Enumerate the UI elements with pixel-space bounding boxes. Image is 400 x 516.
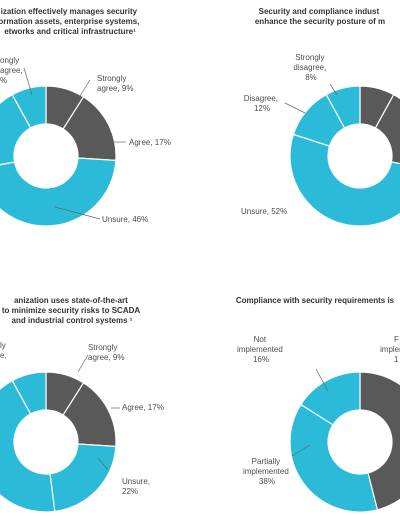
chart-4-slice-partially-implemented <box>289 403 379 513</box>
chart-2-label-unsure: Unsure, 52% <box>241 207 287 216</box>
chart-4-label-partially-implemented: Partially implemented 38% <box>243 457 291 486</box>
chart-3-slice-unsure <box>49 443 117 513</box>
chart-2: Security and compliance indust enhance t… <box>241 7 400 227</box>
chart-2-title: Security and compliance indust enhance t… <box>255 7 385 26</box>
chart-3-label-strongly-agree: Strongly agree, 9% <box>88 343 124 362</box>
chart-1-leader-disagree <box>23 67 33 96</box>
chart-1: ization effectively manages security orm… <box>0 7 171 227</box>
chart-2-slice-unsure <box>289 133 400 227</box>
chart-4-slice-not-implemented <box>300 371 361 426</box>
chart-3-leader-unsure <box>97 457 109 471</box>
chart-3-title: anization uses state-of-the-art to minim… <box>2 296 142 325</box>
chart-4-label-not-implemented: Not implemented 16% <box>237 335 285 364</box>
chart-3-title-line-3: and industrial control systems ¹ <box>12 316 133 325</box>
chart-2-title-line-1: Security and compliance indust <box>259 7 380 16</box>
chart-2-slice-agree <box>374 93 400 165</box>
chart-3-slice-strongly-disagree <box>11 371 47 415</box>
chart-3-label-agree: Agree, 17% <box>122 403 164 412</box>
chart-3: anization uses state-of-the-art to minim… <box>0 296 164 513</box>
chart-4-title-line-1: Compliance with security requirements is <box>236 296 395 305</box>
chart-1-slice-strongly-disagree <box>11 85 47 129</box>
chart-4-title: Compliance with security requirements is <box>236 296 395 305</box>
chart-1-label-strongly-agree: Strongly agree, 9% <box>97 74 133 93</box>
chart-4-leader-partially-implemented <box>291 444 311 457</box>
chart-3-leader-strongly-agree <box>77 354 89 373</box>
chart-2-leader-strongly-disagree <box>329 83 338 96</box>
chart-1-title-line-2: ormation assets, enterprise systems, <box>0 17 139 26</box>
chart-2-title-line-2: enhance the security posture of m <box>255 17 385 26</box>
chart-1-leader-unsure <box>54 206 101 220</box>
chart-4-leader-not-implemented <box>315 368 329 392</box>
chart-2-leader-disagree <box>284 102 306 114</box>
chart-4: Compliance with security requirements is… <box>236 296 400 513</box>
chart-4-slice-fully-implemented <box>359 371 400 511</box>
chart-3-label-unsure: Unsure, 22% <box>122 477 152 496</box>
chart-1-label-agree: Agree, 17% <box>129 138 171 147</box>
chart-3-title-line-2: to minimize security risks to SCADA <box>2 306 140 315</box>
chart-3-title-line-1: anization uses state-of-the-art <box>14 296 128 305</box>
chart-2-label-strongly-disagree: Strongly disagree, 8% <box>293 53 328 82</box>
chart-4-label-fully-implemented: F impleme 1 <box>380 335 400 364</box>
chart-1-label-unsure: Unsure, 46% <box>102 215 148 224</box>
chart-1-label-disagree: ongly agree, % <box>0 56 25 85</box>
chart-3-slice-disagree <box>0 379 56 513</box>
chart-1-slice-unsure <box>0 157 117 227</box>
chart-1-title: ization effectively manages security orm… <box>0 7 142 36</box>
chart-1-leader-strongly-agree <box>77 79 91 100</box>
chart-1-title-line-1: ization effectively manages security <box>1 7 138 16</box>
chart-2-slice-strongly-disagree <box>325 85 361 129</box>
chart-3-label-disagree: ly e, <box>0 341 8 360</box>
chart-1-title-line-3: etworks and critical infrastructure¹ <box>4 27 136 36</box>
chart-2-label-disagree: Disagree, 12% <box>244 94 280 113</box>
